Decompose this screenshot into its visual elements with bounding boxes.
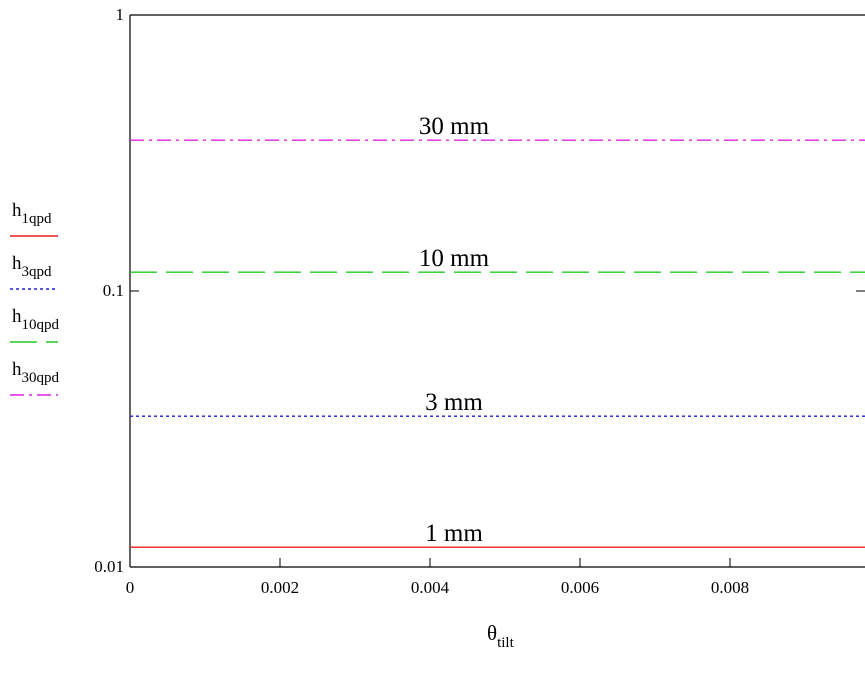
series-label-h10qpd: 10 mm bbox=[419, 245, 490, 272]
series-labels: 1 mm 3 mm 10 mm 30 mm bbox=[419, 113, 490, 547]
x-axis-title-text: θtilt bbox=[487, 621, 515, 651]
legend-label-h1qpd: h1qpd bbox=[12, 200, 52, 227]
x-axis-title: θtilt bbox=[487, 621, 515, 651]
x-axis-ticks: 0 0.002 0.004 0.006 0.008 bbox=[126, 558, 749, 597]
x-tick-label: 0.002 bbox=[261, 578, 299, 597]
legend-label-h10qpd: h10qpd bbox=[12, 306, 60, 333]
series-lines bbox=[130, 139, 865, 548]
y-tick-label: 1 bbox=[116, 5, 125, 24]
y-tick-label: 0.01 bbox=[94, 557, 124, 576]
x-tick-label: 0.006 bbox=[561, 578, 599, 597]
series-label-h30qpd: 30 mm bbox=[419, 113, 490, 140]
legend: h1qpd h3qpd h10qpd h30qpd bbox=[10, 200, 60, 396]
series-label-h3qpd: 3 mm bbox=[425, 389, 483, 416]
x-tick-label: 0.008 bbox=[711, 578, 749, 597]
legend-label-h3qpd: h3qpd bbox=[12, 253, 52, 280]
y-tick-label: 0.1 bbox=[103, 281, 124, 300]
plot-frame bbox=[129, 14, 865, 568]
y-axis-ticks: 0.01 0.1 1 bbox=[94, 5, 865, 576]
series-label-h1qpd: 1 mm bbox=[425, 520, 483, 547]
x-tick-label: 0.004 bbox=[411, 578, 450, 597]
legend-label-h30qpd: h30qpd bbox=[12, 359, 60, 386]
x-tick-label: 0 bbox=[126, 578, 135, 597]
